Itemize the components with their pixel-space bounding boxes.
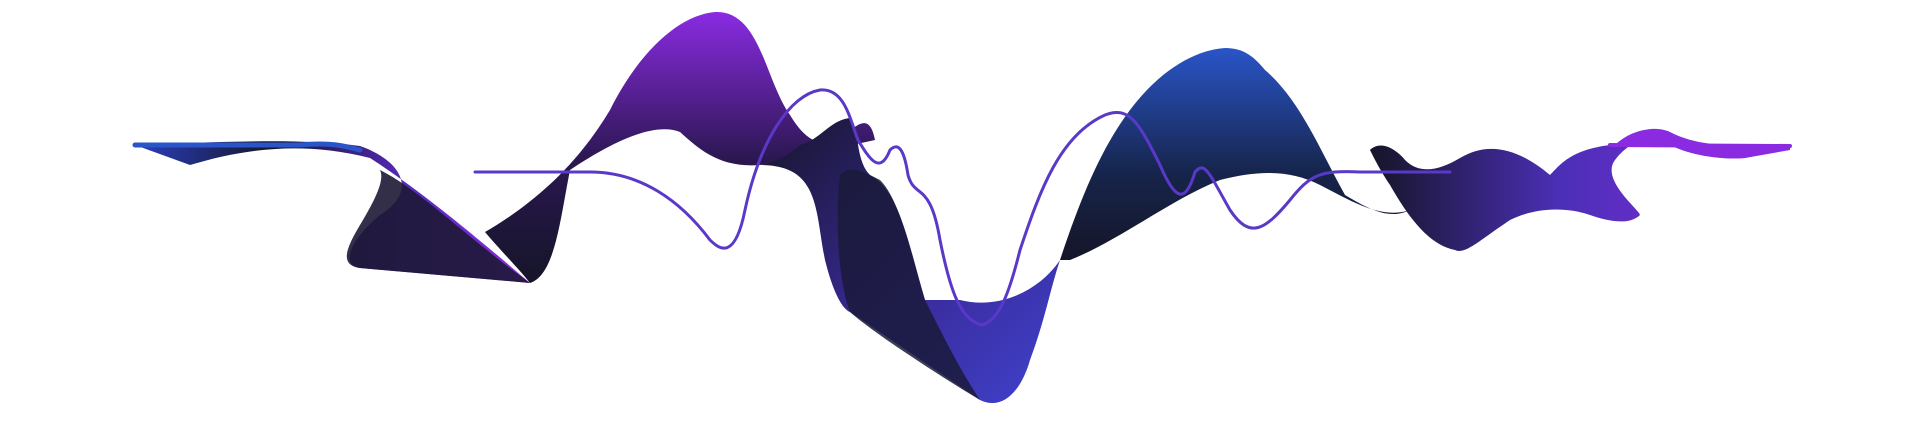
ribbon-valley-lobe — [837, 169, 980, 400]
ribbon-purple-peak — [485, 11, 875, 284]
ribbon-right-tail — [1370, 140, 1790, 251]
waveform-right-stroke — [1608, 143, 1792, 148]
ribbon-blue-peak — [1060, 48, 1410, 260]
waveform-line — [473, 88, 1452, 327]
waveform-left-stroke — [132, 141, 363, 153]
ribbon-left-twist — [346, 170, 530, 283]
